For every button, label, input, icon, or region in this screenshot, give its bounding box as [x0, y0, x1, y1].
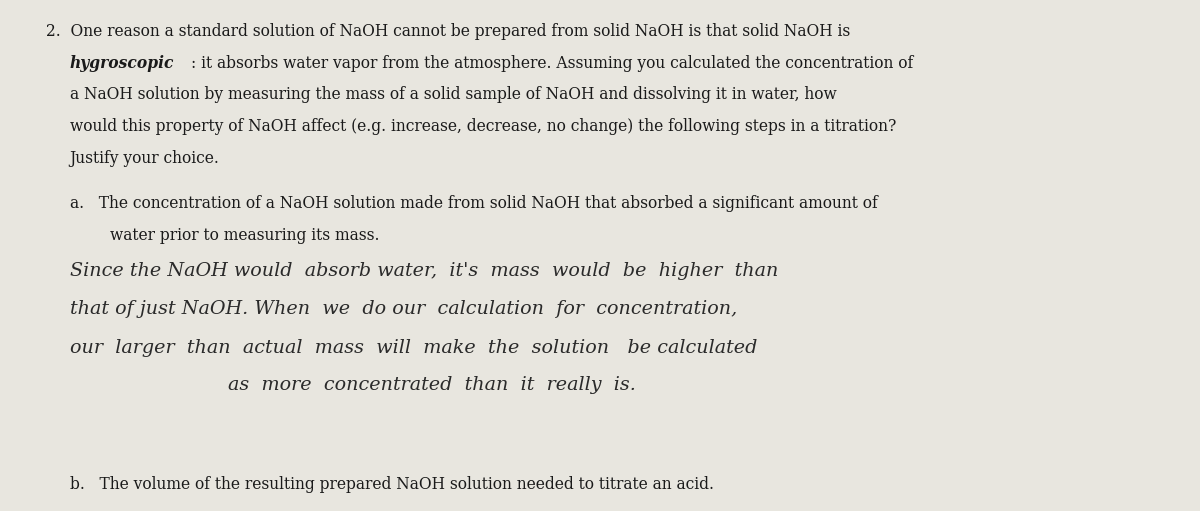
Text: hygroscopic: hygroscopic	[70, 55, 174, 72]
Text: that of just NaOH. When  we  do our  calculation  for  concentration,: that of just NaOH. When we do our calcul…	[70, 300, 737, 318]
Text: a NaOH solution by measuring the mass of a solid sample of NaOH and dissolving i: a NaOH solution by measuring the mass of…	[70, 86, 836, 103]
Text: b.   The volume of the resulting prepared NaOH solution needed to titrate an aci: b. The volume of the resulting prepared …	[70, 476, 714, 493]
Text: Since the NaOH would  absorb water,  it's  mass  would  be  higher  than: Since the NaOH would absorb water, it's …	[70, 262, 778, 280]
Text: a.   The concentration of a NaOH solution made from solid NaOH that absorbed a s: a. The concentration of a NaOH solution …	[70, 195, 877, 212]
Text: as  more  concentrated  than  it  really  is.: as more concentrated than it really is.	[228, 376, 636, 393]
Text: 2.  One reason a standard solution of NaOH cannot be prepared from solid NaOH is: 2. One reason a standard solution of NaO…	[46, 23, 850, 40]
Text: would this property of NaOH affect (e.g. increase, decrease, no change) the foll: would this property of NaOH affect (e.g.…	[70, 118, 896, 135]
Text: our  larger  than  actual  mass  will  make  the  solution   be calculated: our larger than actual mass will make th…	[70, 339, 757, 357]
Text: : it absorbs water vapor from the atmosphere. Assuming you calculated the concen: : it absorbs water vapor from the atmosp…	[192, 55, 913, 72]
Text: Justify your choice.: Justify your choice.	[70, 150, 220, 167]
Text: water prior to measuring its mass.: water prior to measuring its mass.	[110, 227, 380, 244]
